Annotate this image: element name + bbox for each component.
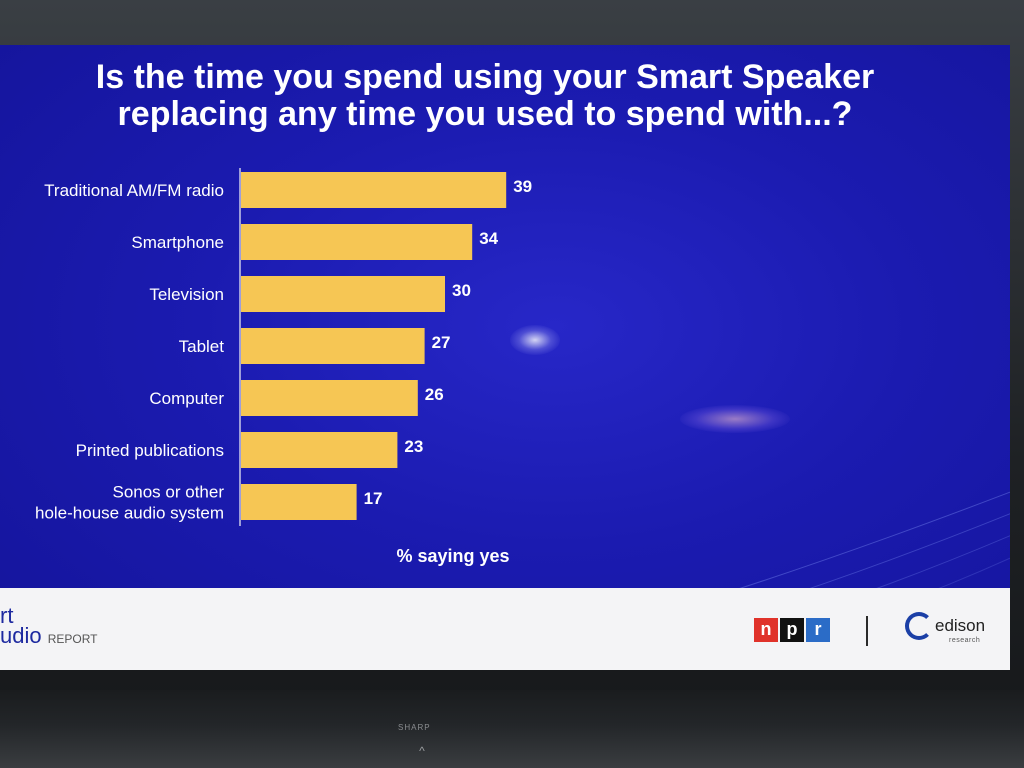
bar-5 [241, 432, 398, 468]
data-label-2: 30 [452, 281, 471, 300]
x-axis-label: % saying yes [396, 546, 509, 566]
data-label-0: 39 [513, 177, 532, 196]
horizontal-bar-chart: 39 Traditional AM/FM radio 34 Smartphone 30 T… [35, 168, 532, 566]
npr-letter-r: r [806, 618, 830, 642]
smart-audio-report-logo: rt udio REPORT [0, 603, 98, 649]
category-label-5: Printed publications [76, 441, 224, 460]
data-label-6: 17 [364, 489, 383, 508]
presentation-slide: Is the time you spend using your Smart S… [0, 45, 1010, 670]
light-reflection [680, 405, 790, 433]
category-label-0: Traditional AM/FM radio [44, 181, 224, 200]
report-logo-line-2: udio REPORT [0, 623, 98, 649]
npr-logo: n p r [754, 618, 832, 642]
data-label-1: 34 [479, 229, 498, 248]
logo-divider [866, 616, 868, 646]
report-logo-line-1: rt [0, 603, 14, 628]
tv-bezel-bottom [0, 690, 1024, 768]
npr-letter-p: p [780, 618, 804, 642]
data-label-3: 27 [432, 333, 451, 352]
tv-power-indicator-icon: ^ [419, 744, 425, 758]
bar-0 [241, 172, 507, 208]
bar-1 [241, 224, 473, 260]
category-label-2: Television [149, 285, 224, 304]
bar-4 [241, 380, 418, 416]
category-label-1: Smartphone [131, 233, 224, 252]
light-glare [510, 325, 560, 355]
slide-title: Is the time you spend using your Smart S… [20, 59, 950, 133]
edison-sub: research [949, 637, 981, 644]
category-label-3: Tablet [179, 337, 225, 356]
data-label-5: 23 [404, 437, 423, 456]
edison-research-logo: edison research [905, 612, 995, 652]
data-label-4: 26 [425, 385, 444, 404]
slide-footer: rt udio REPORT n p r edison research [0, 588, 1010, 670]
report-logo-small: REPORT [47, 632, 98, 646]
npr-letter-n: n [754, 618, 778, 642]
category-label-6: Sonos or other hole-house audio system [35, 483, 224, 523]
slide-title-line-2: replacing any time you used to spend wit… [117, 95, 853, 133]
report-logo-word: udio [0, 623, 42, 648]
edison-word: edison [935, 616, 986, 635]
bar-6 [241, 484, 357, 520]
tv-brand-label: SHARP [398, 723, 431, 732]
category-label-4: Computer [149, 389, 224, 408]
bar-2 [241, 276, 445, 312]
bar-3 [241, 328, 425, 364]
slide-title-line-1: Is the time you spend using your Smart S… [95, 58, 875, 96]
edison-mark-icon [905, 612, 933, 640]
